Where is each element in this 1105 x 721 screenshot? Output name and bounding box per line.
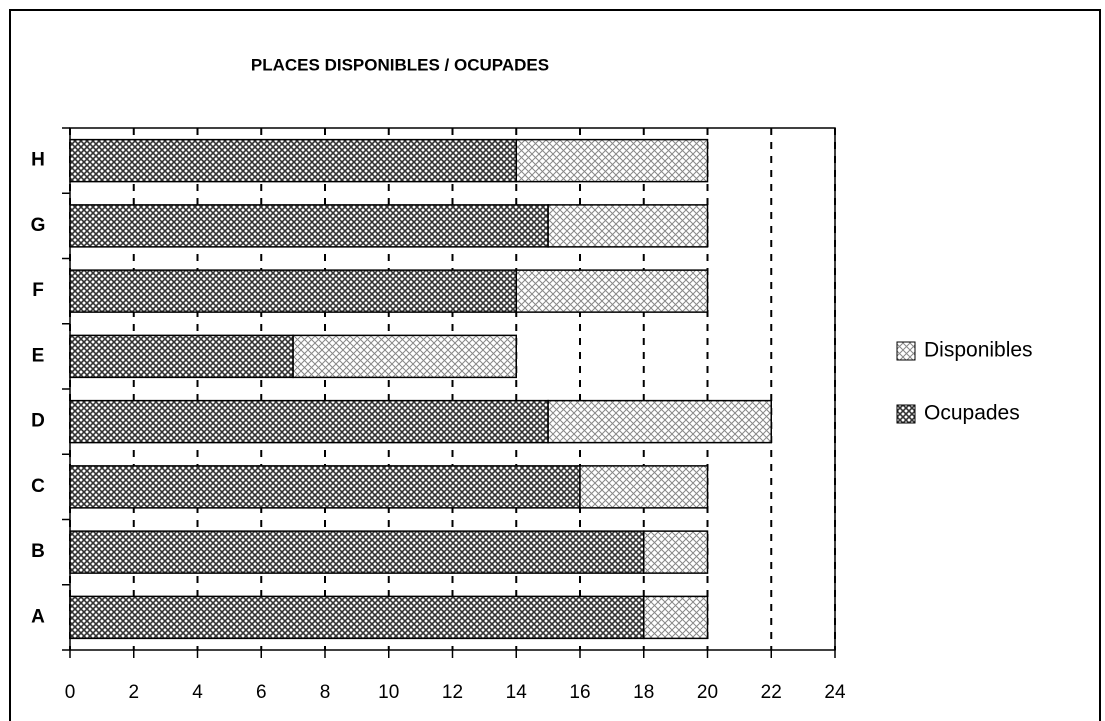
x-tick-label: 8 [320,682,331,703]
x-tick-label: 0 [65,682,76,703]
x-tick-label: 4 [192,682,203,703]
chart-title: PLACES DISPONIBLES / OCUPADES [251,55,549,74]
y-tick-label: E [32,345,45,366]
x-tick-label: 18 [633,682,654,703]
bar [547,204,709,248]
bar [69,465,581,509]
x-tick-label: 16 [569,682,590,703]
bar [643,530,709,574]
y-tick-label: C [31,476,45,497]
bar [69,204,549,248]
x-tick-label: 20 [697,682,718,703]
bar [292,334,517,379]
bar [69,595,645,640]
y-tick-label: B [31,541,45,562]
x-tick-label: 2 [128,682,139,703]
legend-swatch [896,404,916,424]
y-tick-label: A [31,606,45,627]
x-tick-label: 12 [442,682,463,703]
bar [69,530,645,574]
legend-label: Ocupades [924,402,1020,425]
frame [9,9,1101,721]
x-tick-label: 24 [824,682,846,703]
y-tick-label: H [31,150,45,171]
x-tick-label: 6 [256,682,267,703]
y-tick-label: D [31,411,45,432]
x-tick-label: 22 [761,682,782,703]
legend-label: Disponibles [924,339,1033,362]
x-tick-label: 14 [506,682,528,703]
bar [579,465,709,509]
bar [69,269,517,313]
y-tick-label: G [31,215,46,236]
legend-swatch [896,341,916,361]
x-tick-label: 10 [378,682,399,703]
bar [69,138,517,183]
y-tick-label: F [32,280,44,301]
bar [69,399,549,444]
bar [643,595,709,640]
bar [515,138,709,183]
bar [69,334,294,379]
bar [515,269,709,313]
bar [547,399,772,444]
